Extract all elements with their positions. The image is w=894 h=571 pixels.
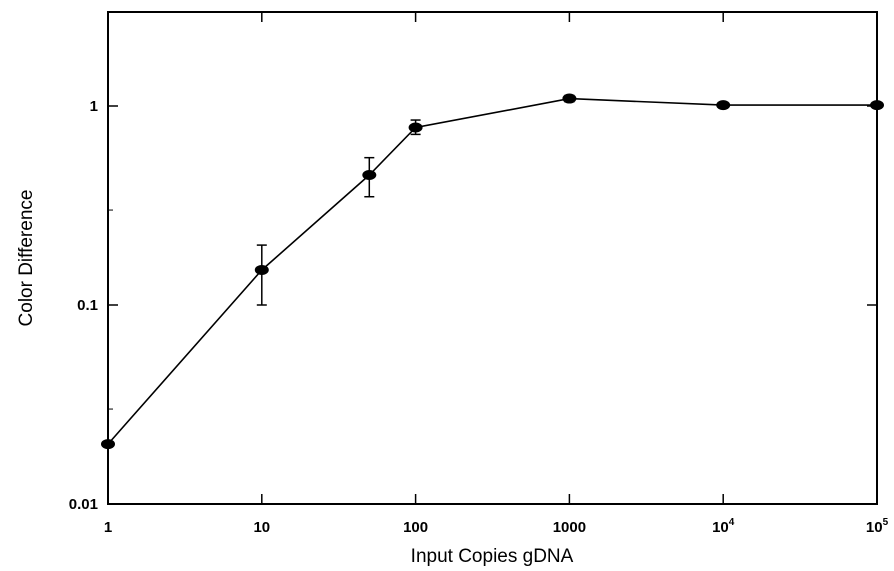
plot-frame <box>107 11 878 505</box>
x-tick-label: 10 <box>253 519 270 536</box>
y-axis-title: Color Difference <box>16 190 37 327</box>
x-tick-label: 1000 <box>553 519 586 536</box>
y-tick-label: 0.01 <box>69 496 98 513</box>
data-point <box>562 93 577 104</box>
series-layer <box>101 93 884 450</box>
data-point <box>408 122 423 133</box>
data-point <box>870 100 884 111</box>
x-tick-label: 105 <box>866 517 889 536</box>
x-tick-label: 100 <box>403 519 428 536</box>
x-axis-ticks: 1 10 100 1000 104 105 <box>104 12 889 536</box>
x-axis-title: Input Copies gDNA <box>411 546 574 567</box>
x-tick-label: 1 <box>104 519 112 536</box>
y-tick-label: 1 <box>90 98 98 115</box>
series-line <box>107 97 877 445</box>
y-axis-ticks: 0.01 0.1 1 <box>69 98 877 513</box>
x-tick-label: 104 <box>712 517 735 536</box>
data-point <box>254 264 269 275</box>
data-point <box>101 439 115 450</box>
y-tick-label: 0.1 <box>77 297 98 314</box>
data-point <box>716 100 731 111</box>
data-point <box>362 170 377 181</box>
